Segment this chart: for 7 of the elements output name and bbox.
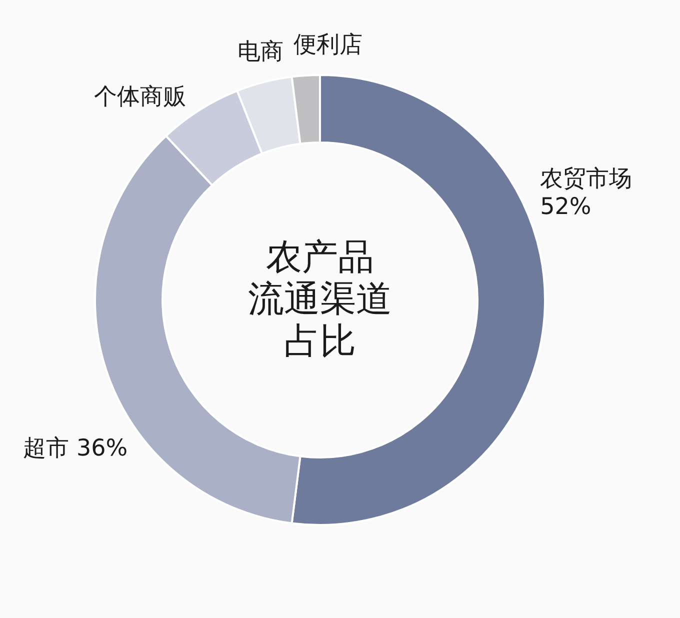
slice-label: 农贸市场 (540, 166, 632, 192)
slice-label: 便利店 (294, 32, 363, 58)
slice-label: 电商 (238, 38, 284, 65)
slice-label: 个体商贩 (94, 84, 186, 110)
data-label: 52% (540, 194, 592, 220)
text: 农产品流通渠道占比 (248, 237, 392, 363)
slice-label: 超市 36% (23, 436, 128, 462)
